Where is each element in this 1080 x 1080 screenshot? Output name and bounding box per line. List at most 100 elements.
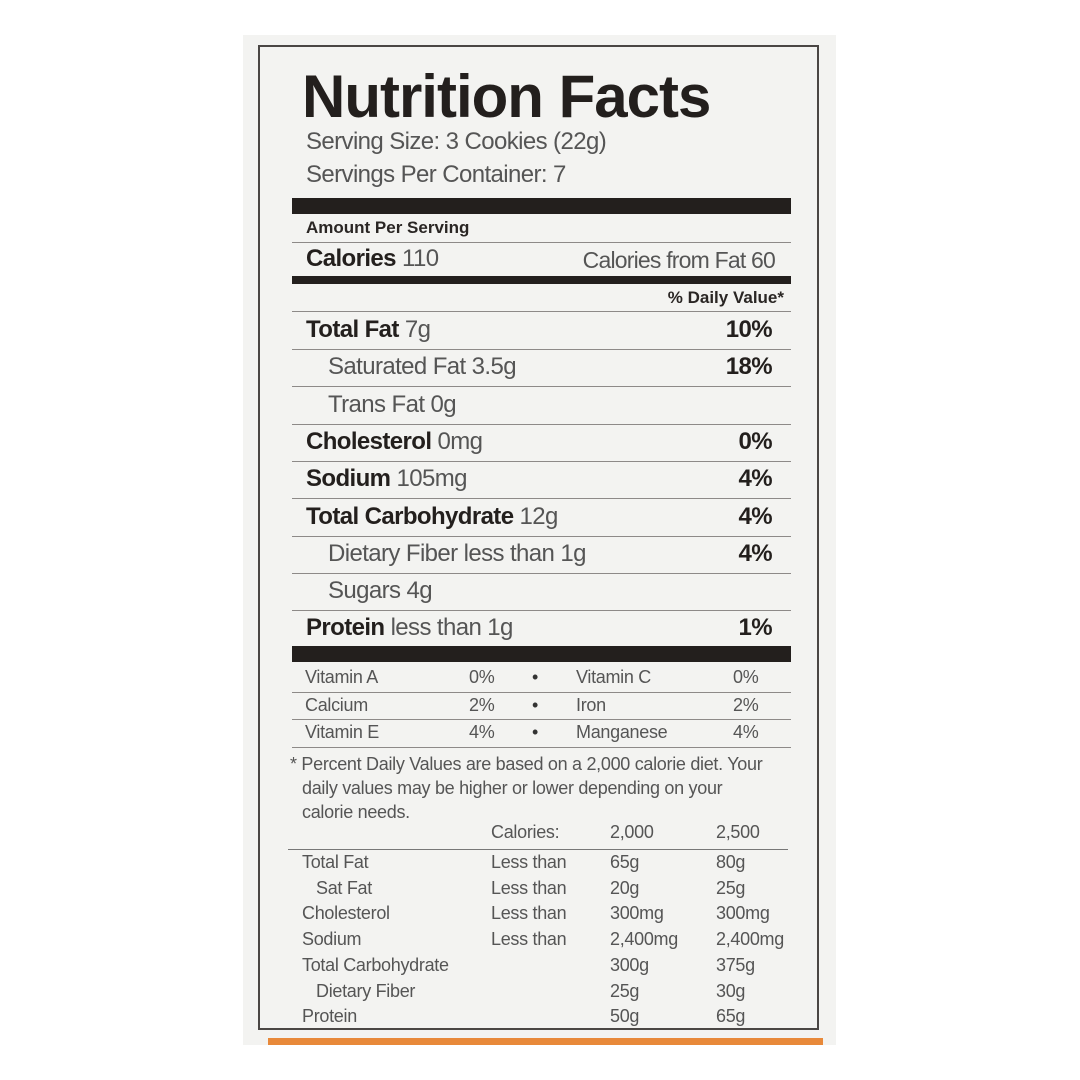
dv-table-cell: 375g — [716, 954, 755, 975]
orange-packaging-strip — [268, 1038, 823, 1045]
nutrition-label-border — [258, 45, 819, 1030]
dv-table-cell: 65g — [716, 1006, 746, 1027]
divider — [292, 691, 791, 693]
divider — [292, 746, 791, 748]
vitamin-value: 0% — [733, 667, 759, 687]
dv-table-header: 2,500 — [716, 822, 760, 842]
nutrient-amount: 105mg — [396, 465, 467, 493]
nutrient-name-cell: Trans Fat 0g — [328, 390, 457, 419]
thick-divider — [292, 646, 791, 662]
dv-table-cell: 25g — [610, 980, 640, 1001]
daily-value-percent: 0% — [738, 427, 773, 455]
vitamin-value: 0% — [469, 667, 495, 687]
divider — [292, 386, 791, 388]
divider — [292, 460, 791, 462]
calories-label: Calories — [306, 245, 397, 272]
dv-table-cell: 300g — [610, 954, 649, 975]
dv-table-cell: 65g — [610, 852, 640, 872]
thick-divider — [292, 198, 791, 214]
daily-value-percent: 10% — [725, 316, 773, 343]
dv-table-cell: Sodium — [302, 929, 362, 950]
divider — [292, 349, 791, 350]
dv-table-cell: Protein — [302, 1006, 357, 1027]
vitamin-value: 4% — [733, 722, 759, 742]
nutrient-row: Sodium 105mg 4% — [292, 465, 773, 501]
daily-value-percent: 1% — [738, 614, 773, 642]
daily-value-percent: 18% — [725, 353, 773, 381]
nutrient-row: Total Carbohydrate 12g 4% — [292, 502, 773, 539]
divider — [292, 311, 791, 312]
divider — [292, 242, 791, 243]
vitamin-value: 2% — [733, 694, 759, 715]
nutrient-row: Cholesterol 0mg 0% — [292, 427, 773, 464]
bullet: • — [532, 667, 539, 687]
amount-per-serving: Amount Per Serving — [306, 218, 470, 237]
vitamin-name: Manganese — [576, 722, 668, 742]
nutrient-amount: 12g — [519, 502, 559, 530]
bullet: • — [532, 722, 539, 742]
calories-row: Calories 110 — [306, 245, 439, 273]
divider — [292, 535, 791, 537]
daily-value-percent: 4% — [738, 502, 773, 530]
dv-table-cell: Total Carbohydrate — [302, 954, 449, 975]
nutrient-name: Trans Fat 0g — [328, 390, 457, 418]
dv-table-cell: 25g — [716, 877, 746, 898]
nutrient-amount: 0mg — [437, 427, 483, 455]
dv-table-cell: Dietary Fiber — [316, 980, 416, 1001]
dv-table-cell: Less than — [491, 877, 567, 898]
nutrient-row: Trans Fat 0g — [292, 391, 772, 427]
dv-table-cell: Less than — [491, 903, 567, 924]
nutrient-name-cell: Cholesterol 0mg — [306, 427, 483, 456]
divider — [292, 498, 791, 500]
dv-table-cell: 80g — [716, 852, 746, 872]
dv-table-cell: 30g — [716, 980, 746, 1001]
dv-table-cell: Less than — [491, 929, 567, 950]
vitamin-value: 2% — [469, 694, 495, 715]
dv-table-header: 2,000 — [610, 822, 654, 842]
daily-value-header: % Daily Value* — [667, 288, 784, 307]
divider — [292, 572, 791, 574]
dv-table-cell: Cholesterol — [302, 903, 390, 924]
nutrient-name-cell: Saturated Fat 3.5g — [328, 353, 517, 381]
dv-table-cell: Sat Fat — [316, 877, 372, 898]
nutrient-row: Total Fat 7g 10% — [292, 316, 773, 352]
nutrient-name-cell: Protein less than 1g — [306, 614, 513, 642]
serving-size: Serving Size: 3 Cookies (22g) — [306, 128, 607, 155]
nutrient-name: Dietary Fiber less than 1g — [328, 539, 586, 567]
nutrient-name-cell: Dietary Fiber less than 1g — [328, 540, 586, 568]
vitamin-name: Calcium — [305, 694, 368, 715]
nutrient-name: Sodium — [306, 465, 391, 493]
dv-table-cell: 300mg — [610, 903, 664, 924]
dv-table-cell: 2,400mg — [716, 929, 784, 950]
nutrient-amount: 7g — [404, 316, 431, 343]
nutrient-name-cell: Total Carbohydrate 12g — [306, 503, 558, 531]
dv-table-header: Calories: — [491, 822, 560, 842]
medium-divider — [292, 276, 791, 284]
dv-table-cell: Total Fat — [302, 852, 369, 872]
daily-value-percent: 4% — [738, 539, 773, 567]
dv-table-cell: 2,400mg — [610, 929, 678, 950]
daily-value-percent: 4% — [738, 465, 773, 493]
nutrient-name: Protein — [306, 614, 385, 642]
divider — [288, 849, 788, 850]
nutrient-row: Dietary Fiber less than 1g 4% — [292, 539, 773, 576]
nutrient-name: Total Carbohydrate — [306, 502, 514, 530]
vitamin-name: Iron — [576, 694, 606, 715]
dv-table-cell: Less than — [491, 852, 567, 872]
dv-table-cell: 300mg — [716, 903, 770, 924]
dv-table-cell: 50g — [610, 1006, 640, 1027]
calories-from-fat: Calories from Fat 60 — [582, 247, 776, 273]
servings-per-container: Servings Per Container: 7 — [306, 161, 566, 188]
nutrient-name-cell: Sodium 105mg — [306, 465, 467, 493]
footnote-line: calorie needs. — [302, 802, 410, 822]
nutrient-row: Protein less than 1g 1% — [292, 614, 773, 650]
footnote-line: * Percent Daily Values are based on a 2,… — [290, 754, 763, 774]
bullet: • — [532, 694, 539, 715]
nutrient-name-cell: Total Fat 7g — [306, 316, 431, 344]
vitamin-name: Vitamin E — [305, 722, 380, 742]
nutrient-name: Total Fat — [306, 316, 399, 343]
label-title: Nutrition Facts — [302, 63, 711, 130]
dv-table-cell: 20g — [610, 877, 640, 898]
vitamin-name: Vitamin C — [576, 667, 651, 687]
vitamin-value: 4% — [469, 722, 495, 742]
